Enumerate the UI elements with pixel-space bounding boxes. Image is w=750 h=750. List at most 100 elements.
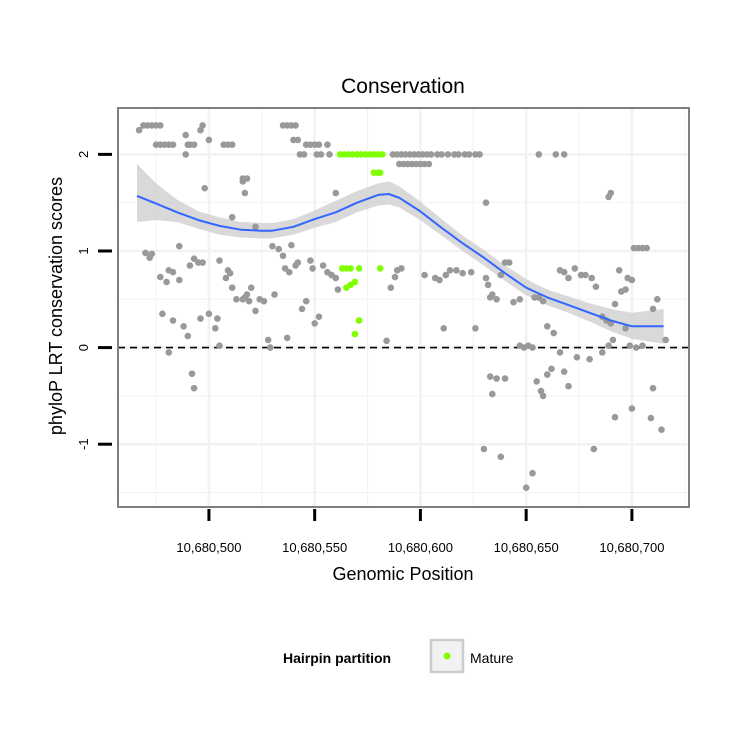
other-point xyxy=(326,151,333,158)
other-point xyxy=(334,286,342,293)
other-point xyxy=(438,151,445,158)
mature-point xyxy=(376,169,384,176)
other-point xyxy=(505,259,513,266)
other-point xyxy=(292,122,299,129)
other-point xyxy=(315,313,323,321)
other-point xyxy=(180,323,187,330)
other-point xyxy=(427,151,435,158)
other-point xyxy=(544,371,551,378)
other-point xyxy=(453,267,460,274)
other-point xyxy=(489,291,496,298)
other-point xyxy=(599,349,606,356)
other-point xyxy=(269,242,276,250)
other-point xyxy=(565,274,572,282)
other-point xyxy=(588,274,595,282)
other-point xyxy=(182,151,189,158)
other-point xyxy=(383,337,390,345)
other-point xyxy=(275,245,283,253)
other-point xyxy=(247,284,255,292)
other-point xyxy=(176,276,183,284)
other-point xyxy=(319,262,327,269)
other-point xyxy=(649,384,657,392)
other-point xyxy=(501,375,509,382)
other-point xyxy=(324,141,331,148)
mature-point xyxy=(355,265,363,272)
other-point xyxy=(529,344,536,351)
other-point xyxy=(658,426,665,434)
other-point xyxy=(165,349,173,356)
other-point xyxy=(446,267,454,274)
other-point xyxy=(455,151,462,158)
other-point xyxy=(550,329,557,337)
other-point xyxy=(493,375,500,382)
other-point xyxy=(169,317,177,324)
other-point xyxy=(533,378,540,385)
other-point xyxy=(440,325,448,332)
other-point xyxy=(332,274,340,282)
other-point xyxy=(279,252,287,260)
legend: Hairpin partition Mature xyxy=(283,638,514,674)
other-point xyxy=(332,189,340,197)
other-point xyxy=(529,469,536,477)
other-point xyxy=(482,199,490,206)
other-point xyxy=(300,151,308,158)
other-point xyxy=(271,291,278,298)
legend-title: Hairpin partition xyxy=(283,650,391,666)
other-point xyxy=(590,445,598,453)
other-point xyxy=(632,344,640,351)
legend-key-mature xyxy=(443,652,451,660)
other-point xyxy=(205,136,213,144)
other-point xyxy=(216,257,223,264)
other-point xyxy=(622,286,629,293)
x-axis: 10,680,500 10,680,550 10,680,600 10,680,650… xyxy=(176,509,664,555)
other-point xyxy=(425,160,433,168)
other-point xyxy=(486,373,494,380)
other-point xyxy=(186,262,194,269)
other-point xyxy=(611,413,619,421)
other-point xyxy=(190,141,198,148)
points-layer xyxy=(135,122,669,492)
other-point xyxy=(212,325,219,332)
mature-point xyxy=(351,330,359,338)
y-axis: -1 0 1 2 xyxy=(76,151,112,450)
other-point xyxy=(510,298,517,306)
other-point xyxy=(243,291,251,298)
other-point xyxy=(582,271,589,279)
other-point xyxy=(516,296,524,303)
other-point xyxy=(281,265,289,272)
other-point xyxy=(302,297,310,305)
other-point xyxy=(264,336,272,344)
x-tick-label: 10,680,700 xyxy=(599,540,664,555)
other-point xyxy=(190,255,198,262)
other-point xyxy=(535,294,543,301)
x-tick-label: 10,680,550 xyxy=(282,540,347,555)
other-point xyxy=(214,315,221,322)
other-point xyxy=(522,484,530,492)
other-point xyxy=(560,368,568,376)
other-point xyxy=(199,122,206,129)
other-point xyxy=(311,320,319,327)
other-point xyxy=(169,141,177,148)
other-point xyxy=(622,325,629,332)
other-point xyxy=(539,392,547,400)
other-point xyxy=(228,284,236,292)
other-point xyxy=(497,271,505,279)
other-point xyxy=(615,267,623,274)
other-point xyxy=(480,445,488,453)
x-tick-label: 10,680,600 xyxy=(388,540,453,555)
chart-title: Conservation xyxy=(341,75,465,98)
mature-point xyxy=(376,265,384,272)
other-point xyxy=(465,151,473,158)
other-point xyxy=(628,276,636,284)
other-point xyxy=(387,284,395,292)
y-tick-label: 0 xyxy=(76,344,91,351)
other-point xyxy=(157,273,164,281)
other-point xyxy=(197,315,204,322)
other-point xyxy=(288,241,295,249)
other-point xyxy=(552,151,560,158)
other-point xyxy=(565,382,572,390)
other-point xyxy=(317,151,325,158)
mature-point xyxy=(347,265,354,272)
other-point xyxy=(489,390,496,398)
other-point xyxy=(245,297,253,305)
